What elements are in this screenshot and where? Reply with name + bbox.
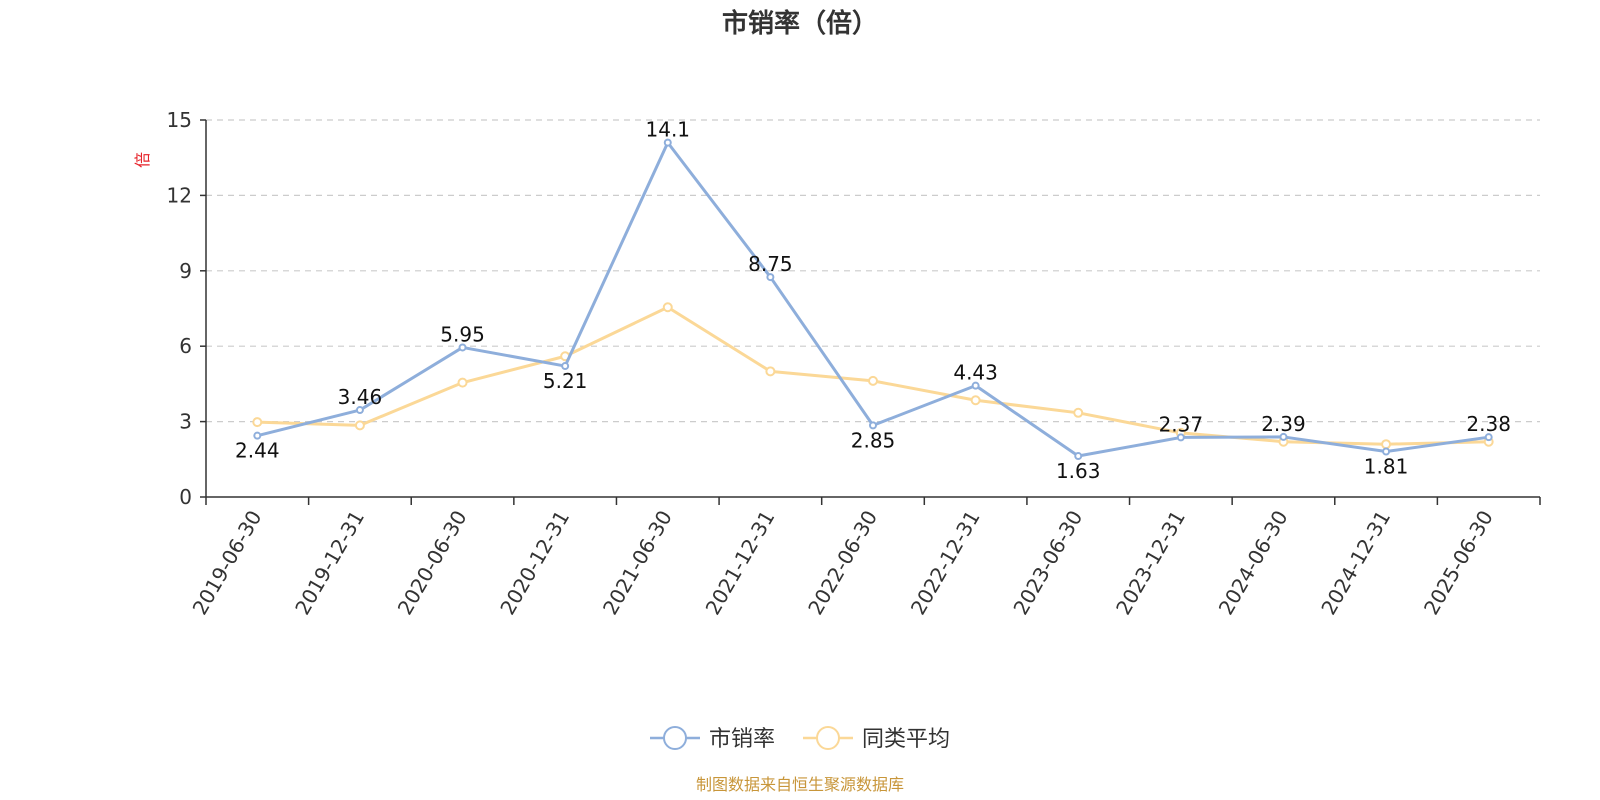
data-label: 5.21 [543, 369, 588, 393]
legend-label: 市销率 [709, 727, 775, 752]
legend: 市销率 同类平均 [650, 726, 950, 752]
y-tick-label: 9 [179, 259, 192, 283]
x-tick-label: 2023-12-31 [1111, 506, 1190, 619]
data-label: 4.43 [953, 361, 998, 385]
data-label: 3.46 [338, 385, 383, 409]
series-0-point [458, 343, 467, 352]
x-tick-label: 2020-06-30 [393, 506, 472, 619]
x-tick-label: 2019-06-30 [187, 506, 266, 619]
series-1-point [765, 366, 776, 377]
series-0-point [869, 421, 877, 430]
series-0-point [1074, 452, 1083, 461]
series-1-point [354, 420, 365, 431]
series-1-point [868, 375, 878, 386]
y-tick-label: 0 [179, 485, 192, 509]
x-tick-label: 2023-06-30 [1008, 506, 1087, 619]
grid-lines [206, 119, 1540, 423]
data-labels: 2.44 3.46 5.95 5.21 14.1 8.75 2.85 4.43 1.63 2.37… [235, 118, 1511, 483]
data-label: 2.44 [235, 439, 280, 463]
data-label: 2.38 [1466, 412, 1511, 436]
chart-title: 市销率（倍） [722, 8, 878, 39]
data-label: 8.75 [748, 252, 793, 276]
series-0-point [663, 138, 672, 147]
series-line-0 [256, 141, 1489, 458]
series-1-point [1073, 407, 1084, 418]
x-tick-label: 2019-12-31 [290, 506, 369, 619]
y-tick-label: 12 [167, 183, 192, 207]
source-note: 制图数据来自恒生聚源数据库 [696, 775, 904, 794]
series-0-point [1382, 447, 1391, 456]
y-tick-label: 6 [179, 334, 192, 358]
series-0-point [355, 406, 364, 415]
data-label: 2.37 [1159, 412, 1204, 436]
x-tick-label: 2024-12-31 [1316, 506, 1395, 619]
data-label: 5.95 [440, 322, 485, 346]
legend-marker [816, 726, 840, 750]
y-tick-label: 3 [179, 410, 192, 434]
series-0-point [1279, 432, 1288, 441]
series-1-point [662, 302, 673, 313]
axes: 0 3 6 9 12 15 2019-06-30 2019-12-31 2020-06-30 20… [167, 108, 1541, 619]
legend-label: 同类平均 [862, 727, 950, 752]
x-tick-label: 2020-12-31 [495, 506, 574, 619]
data-label: 1.81 [1364, 455, 1409, 479]
series-0-point [766, 273, 775, 282]
y-tick-label: 15 [167, 108, 192, 132]
x-tick-label: 2022-12-31 [906, 506, 985, 619]
series-0-point [253, 431, 262, 440]
series-1-point [457, 377, 468, 388]
data-label: 14.1 [646, 118, 691, 142]
x-tick-label: 2022-06-30 [803, 506, 882, 619]
series-0-point [1484, 433, 1493, 442]
x-tick-label: 2021-06-30 [598, 506, 677, 619]
series-1-point [252, 417, 263, 428]
series-layer [252, 138, 1494, 461]
series-1-point [1381, 439, 1392, 450]
data-label: 2.85 [851, 428, 896, 452]
y-axis-unit-label: 倍 [133, 152, 152, 168]
series-1-point [970, 395, 981, 406]
data-label: 2.39 [1261, 412, 1306, 436]
x-tick-label: 2025-06-30 [1419, 506, 1498, 619]
data-label: 1.63 [1056, 459, 1101, 483]
x-tick-label: 2021-12-31 [701, 506, 780, 619]
x-tick-label: 2024-06-30 [1214, 506, 1293, 619]
series-0-point [561, 362, 570, 371]
legend-marker [663, 726, 687, 750]
series-0-point [971, 381, 980, 390]
series-0-point [1176, 433, 1185, 442]
